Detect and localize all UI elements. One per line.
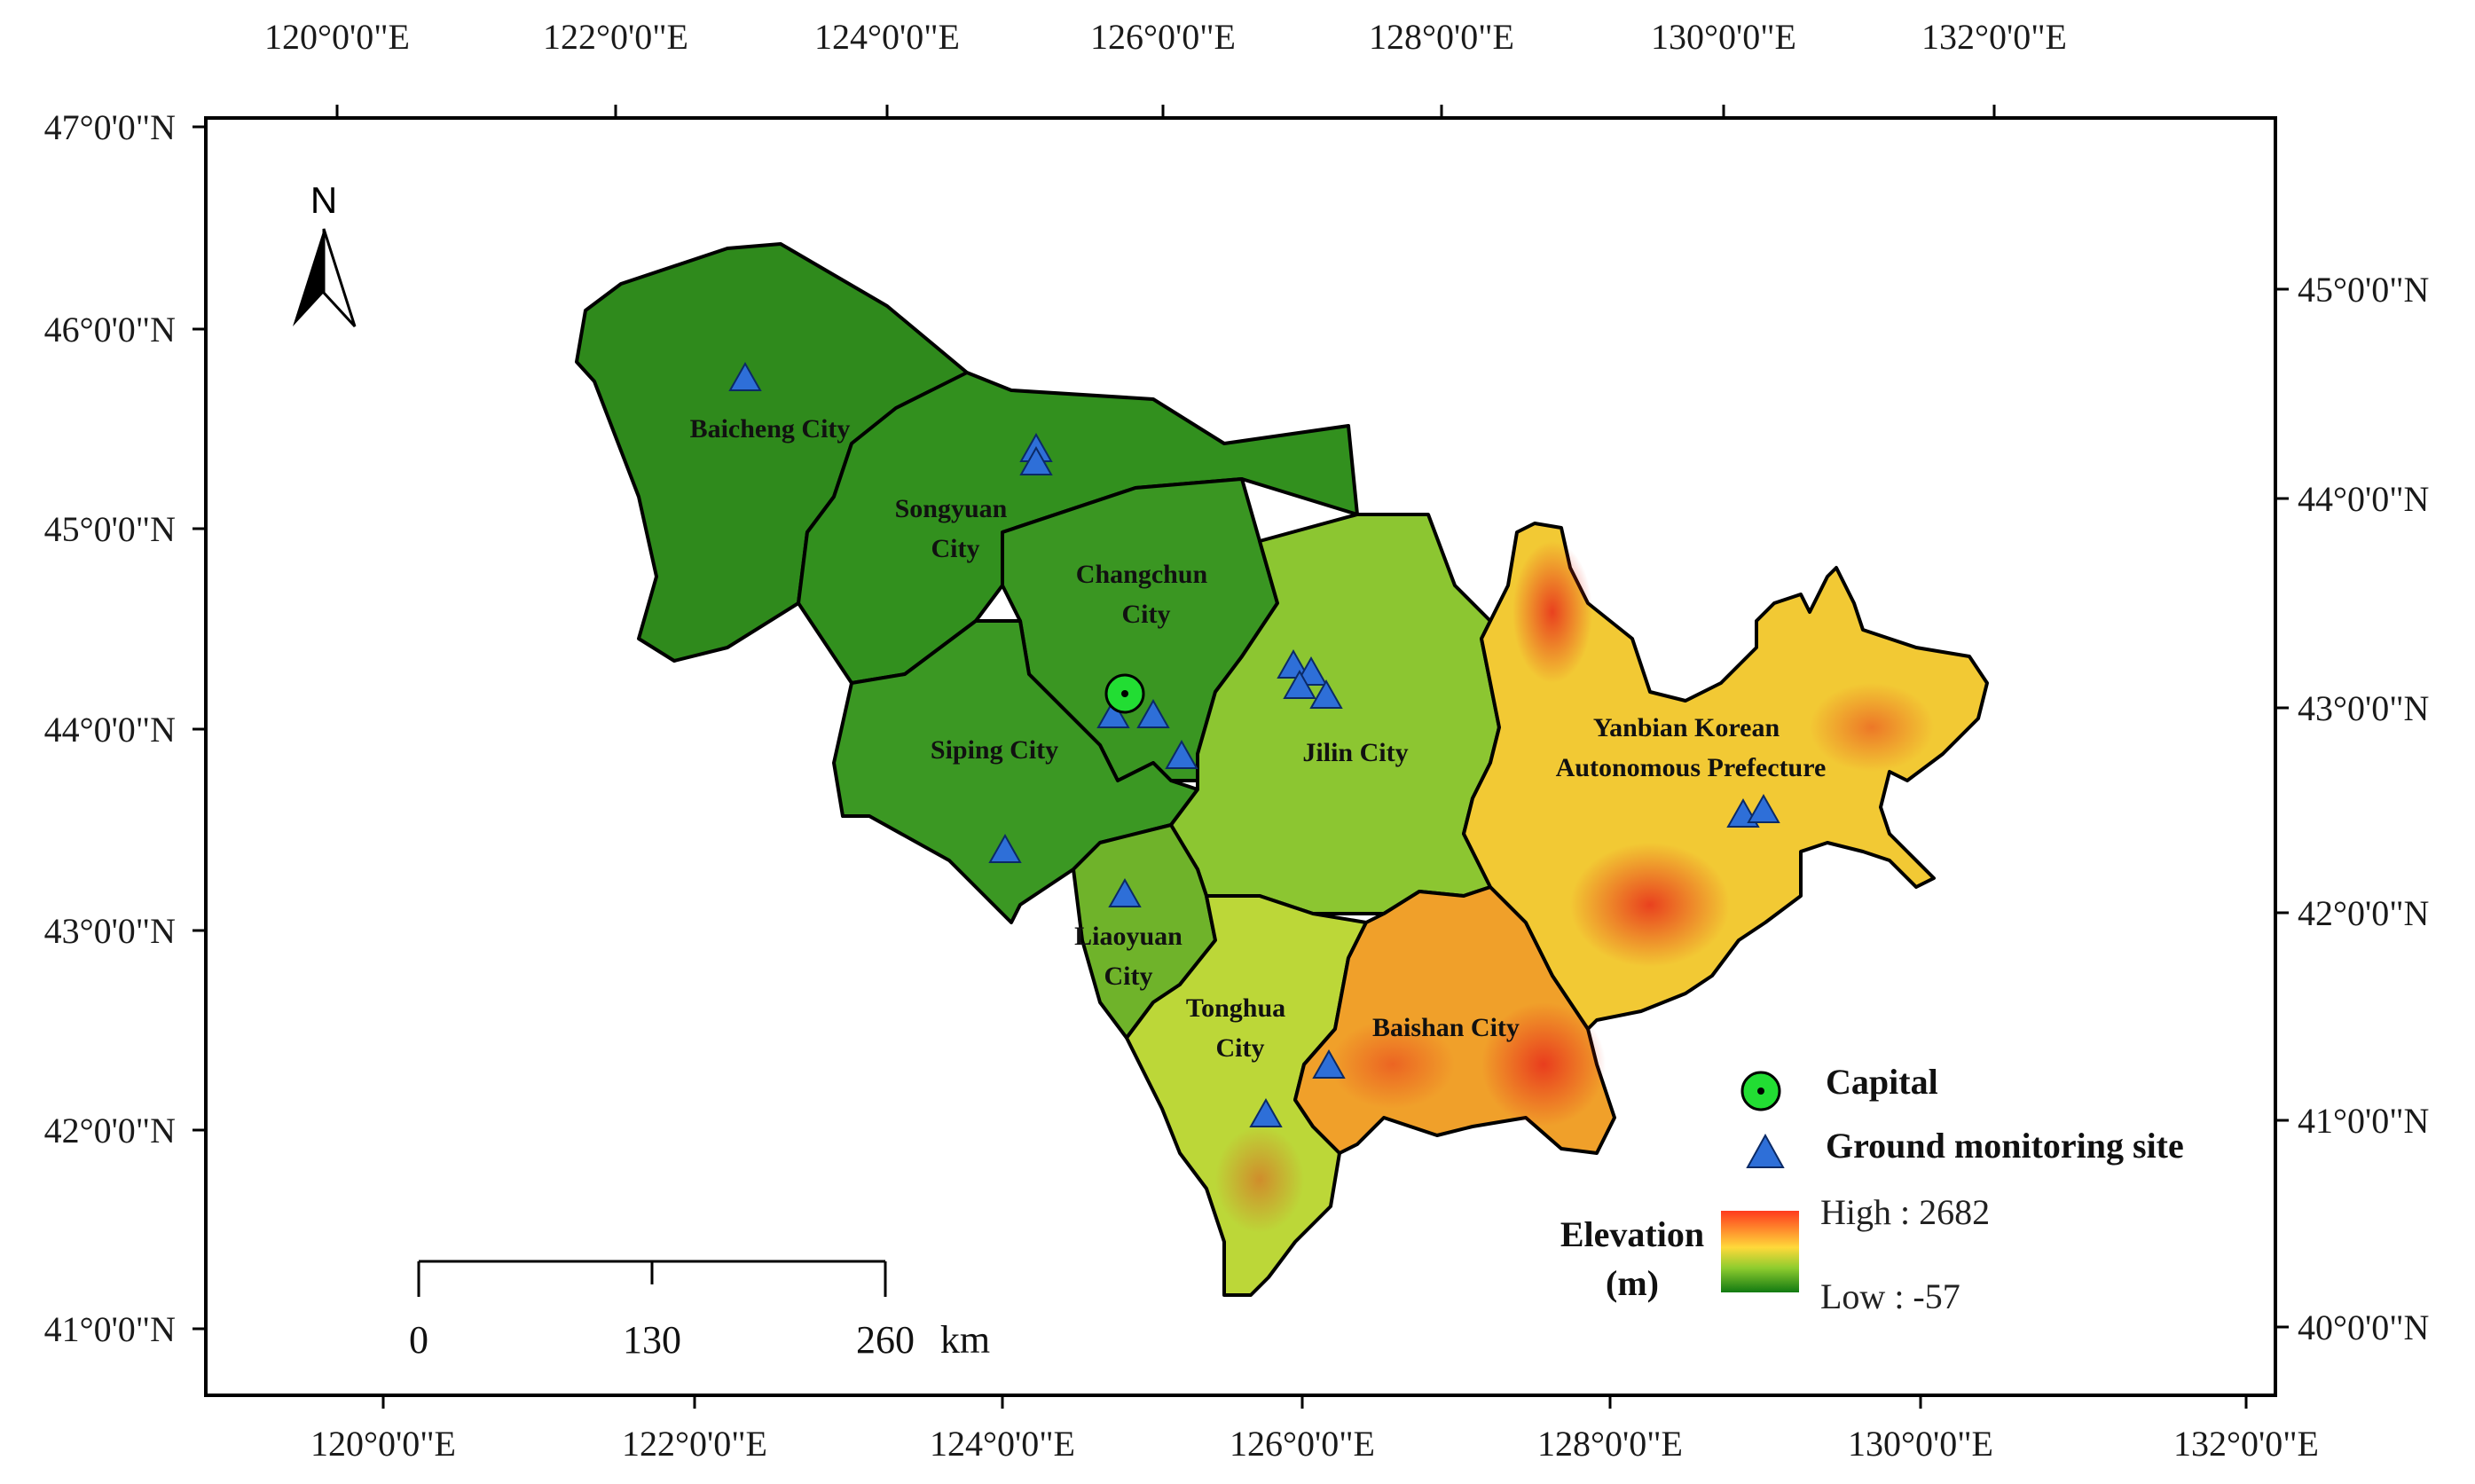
right-lat-label: 41°0'0"N	[2298, 1101, 2429, 1141]
elevation-high-label: High : 2682	[1820, 1192, 1990, 1232]
legend-site-label: Ground monitoring site	[1826, 1126, 2184, 1166]
ground-monitoring-site-marker	[1019, 445, 1053, 475]
top-lon-label: 128°0'0"E	[1369, 17, 1514, 57]
ground-monitoring-site-marker	[988, 833, 1022, 863]
city-label-changchun-line2: City	[1122, 600, 1171, 629]
province-regions	[575, 242, 1989, 1297]
capital-legend-icon	[1740, 1071, 1781, 1111]
north-label: N	[310, 179, 337, 221]
ground-monitoring-site-marker	[1312, 1048, 1346, 1079]
city-label-siping: Siping City	[931, 735, 1058, 765]
ground-monitoring-site-marker	[1747, 793, 1780, 823]
left-lat-label: 45°0'0"N	[44, 509, 176, 549]
elevation-title: Elevation	[1560, 1214, 1704, 1254]
top-lon-label: 120°0'0"E	[264, 17, 410, 57]
legend: Capital Ground monitoring site Elevation…	[1560, 1062, 2184, 1316]
left-lat-label: 46°0'0"N	[44, 310, 176, 349]
city-label-songyuan-line2: City	[931, 534, 980, 563]
left-latitude-labels: 47°0'0"N 46°0'0"N 45°0'0"N 44°0'0"N 43°0…	[44, 107, 176, 1349]
north-arrow-icon	[293, 228, 357, 328]
ground-monitoring-site-marker	[728, 361, 762, 391]
right-latitude-labels: 45°0'0"N 44°0'0"N 43°0'0"N 42°0'0"N 41°0…	[2298, 270, 2429, 1347]
city-label-baicheng: Baicheng City	[690, 414, 851, 444]
legend-capital-label: Capital	[1826, 1062, 1938, 1102]
bottom-lon-label: 128°0'0"E	[1537, 1424, 1683, 1464]
north-arrow: N	[293, 179, 357, 328]
ground-monitoring-site-marker	[1309, 679, 1343, 709]
scale-tick-260: 260	[856, 1318, 915, 1362]
right-lat-label: 44°0'0"N	[2298, 479, 2429, 519]
monitoring-site-legend-icon	[1746, 1133, 1785, 1168]
left-lat-label: 43°0'0"N	[44, 911, 176, 951]
monitoring-sites	[728, 361, 1780, 1127]
bottom-lon-label: 124°0'0"E	[930, 1424, 1075, 1464]
city-label-baishan: Baishan City	[1372, 1013, 1520, 1042]
ground-monitoring-site-marker	[1136, 698, 1170, 728]
bottom-lon-label: 126°0'0"E	[1230, 1424, 1375, 1464]
elevation-low-label: Low : -57	[1820, 1276, 1960, 1316]
ground-monitoring-site-marker	[1283, 669, 1316, 699]
city-label-jilin: Jilin City	[1302, 738, 1408, 767]
elevation-color-ramp	[1721, 1211, 1799, 1292]
city-label-yanbian-line2: Autonomous Prefecture	[1556, 753, 1827, 782]
city-label-tonghua-line2: City	[1216, 1033, 1265, 1063]
left-lat-label: 47°0'0"N	[44, 107, 176, 147]
city-label-songyuan-line1: Songyuan	[895, 494, 1008, 523]
city-label-tonghua-line1: Tonghua	[1186, 993, 1285, 1023]
scale-tick-130: 130	[623, 1318, 681, 1362]
left-lat-label: 44°0'0"N	[44, 710, 176, 750]
top-longitude-labels: 120°0'0"E 122°0'0"E 124°0'0"E 126°0'0"E …	[264, 17, 2067, 57]
ground-monitoring-site-marker	[1277, 648, 1310, 679]
top-lon-label: 130°0'0"E	[1651, 17, 1796, 57]
ground-monitoring-site-marker	[1249, 1097, 1283, 1127]
left-lat-label: 42°0'0"N	[44, 1111, 176, 1150]
ground-monitoring-site-marker	[1165, 739, 1198, 769]
bottom-lon-label: 120°0'0"E	[310, 1424, 456, 1464]
bottom-lon-label: 132°0'0"E	[2173, 1424, 2319, 1464]
elevation-unit: (m)	[1606, 1263, 1659, 1303]
city-label-changchun-line1: Changchun	[1076, 560, 1208, 589]
city-label-liaoyuan-line1: Liaoyuan	[1074, 922, 1182, 951]
right-lat-label: 42°0'0"N	[2298, 893, 2429, 933]
capital-marker	[1104, 673, 1145, 714]
city-label-liaoyuan-line2: City	[1104, 962, 1153, 991]
city-label-yanbian-line1: Yanbian Korean	[1593, 713, 1780, 742]
top-lon-label: 132°0'0"E	[1921, 17, 2067, 57]
top-lon-label: 124°0'0"E	[814, 17, 960, 57]
right-lat-label: 40°0'0"N	[2298, 1307, 2429, 1347]
ground-monitoring-site-marker	[1096, 698, 1130, 728]
scale-unit: km	[940, 1318, 990, 1362]
right-lat-label: 43°0'0"N	[2298, 688, 2429, 728]
city-labels: Baicheng City Songyuan City Changchun Ci…	[690, 414, 1827, 1063]
bottom-lon-label: 130°0'0"E	[1848, 1424, 1993, 1464]
right-lat-label: 45°0'0"N	[2298, 270, 2429, 310]
scale-tick-0: 0	[409, 1318, 428, 1362]
left-lat-label: 41°0'0"N	[44, 1309, 176, 1349]
top-lon-label: 126°0'0"E	[1090, 17, 1236, 57]
bottom-lon-label: 122°0'0"E	[622, 1424, 767, 1464]
bottom-longitude-labels: 120°0'0"E 122°0'0"E 124°0'0"E 126°0'0"E …	[310, 1424, 2319, 1464]
ground-monitoring-site-marker	[1108, 877, 1142, 907]
scale-bar: 0 130 260 km	[409, 1260, 990, 1362]
top-lon-label: 122°0'0"E	[543, 17, 688, 57]
